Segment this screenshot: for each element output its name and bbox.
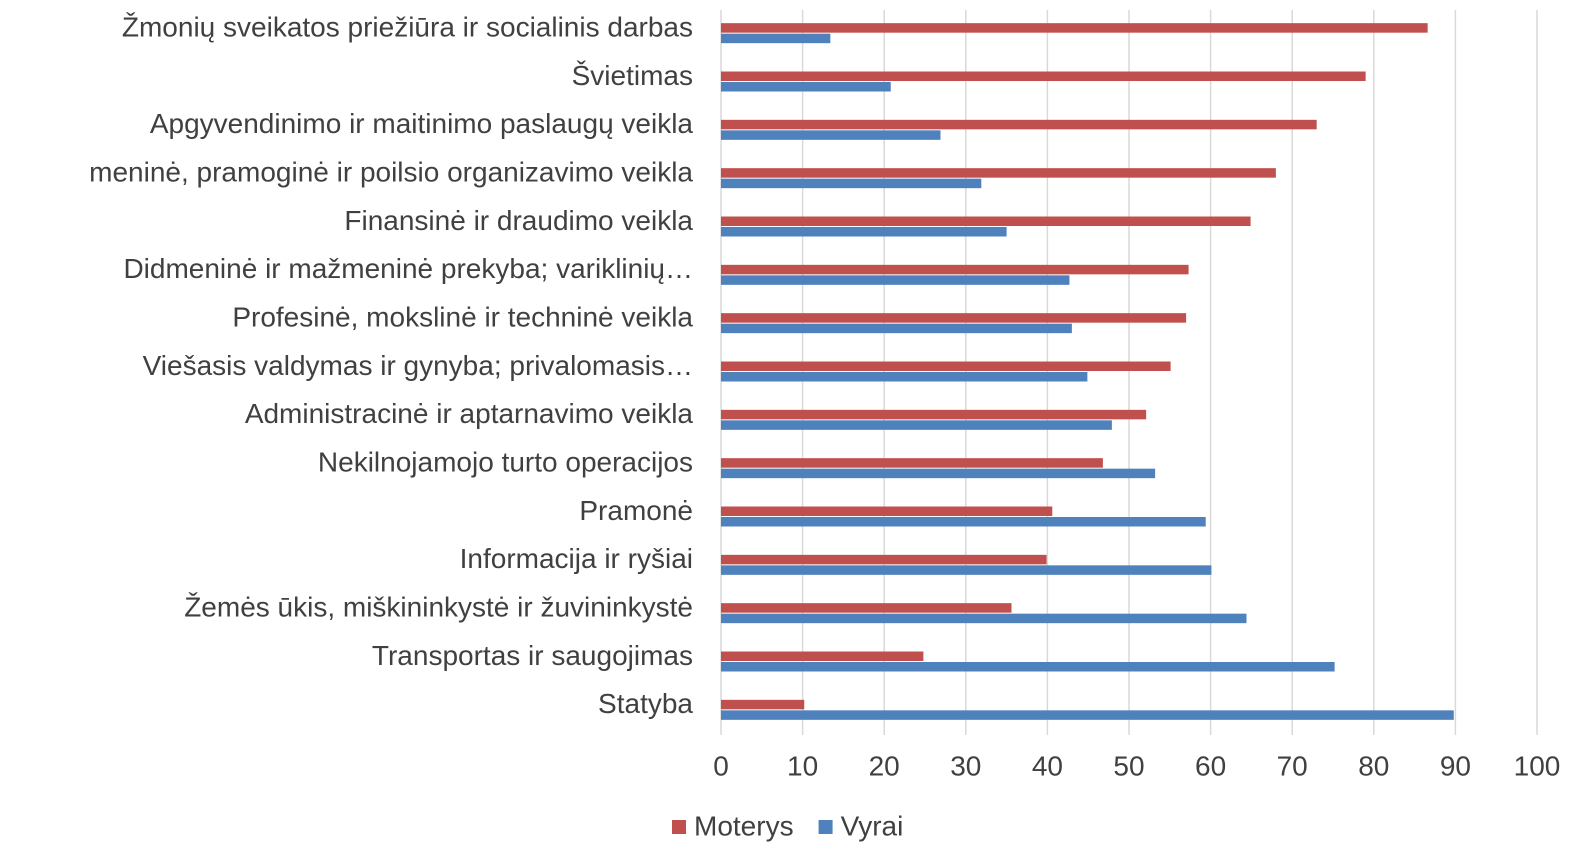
bar: [721, 264, 1189, 275]
y-tick-label: Apgyvendinimo ir maitinimo paslaugų veik…: [150, 108, 694, 139]
y-tick-label: Žmonių sveikatos priežiūra ir socialinis…: [122, 12, 693, 43]
bar: [721, 216, 1251, 226]
y-tick-label: Statyba: [598, 688, 693, 719]
y-tick-label: Profesinė, mokslinė ir techninė veikla: [232, 302, 693, 333]
x-tick-label: 100: [1514, 750, 1561, 781]
legend-label: Moterys: [694, 810, 794, 841]
bar: [721, 71, 1366, 81]
x-tick-label: 30: [950, 750, 981, 781]
bar: [721, 275, 1070, 285]
bar: [721, 23, 1428, 33]
bar: [721, 372, 1088, 382]
x-tick-label: 90: [1440, 750, 1471, 781]
y-tick-label: Nekilnojamojo turto operacijos: [318, 447, 693, 478]
bar: [721, 651, 924, 661]
bar: [721, 662, 1335, 672]
bar: [721, 710, 1454, 720]
legend-label: Vyrai: [841, 810, 904, 841]
x-tick-label: 20: [869, 750, 900, 781]
bar: [721, 506, 1053, 516]
bar: [721, 130, 941, 140]
y-tick-label: Transportas ir saugojimas: [372, 640, 693, 671]
y-tick-label: Administracinė ir aptarnavimo veikla: [245, 398, 694, 429]
bar: [721, 361, 1171, 371]
y-tick-label: Žemės ūkis, miškininkystė ir žuvininkyst…: [184, 592, 693, 623]
bar: [721, 227, 1007, 237]
bar: [721, 119, 1317, 130]
bar: [721, 603, 1012, 613]
bar: [721, 168, 1276, 178]
bar: [721, 420, 1112, 430]
bar: [721, 458, 1103, 468]
y-tick-label: Pramonė: [579, 495, 693, 526]
bar: [721, 565, 1212, 575]
bar: [721, 613, 1247, 624]
bar: [721, 517, 1206, 527]
x-tick-label: 60: [1195, 750, 1226, 781]
y-tick-label: Didmeninė ir mažmeninė prekyba; variklin…: [123, 253, 693, 284]
y-tick-label: Viešasis valdymas ir gynyba; privalomasi…: [143, 350, 693, 381]
x-tick-label: 70: [1277, 750, 1308, 781]
bar: [721, 468, 1156, 479]
bar: [721, 33, 831, 44]
bar: [721, 82, 891, 92]
bar: [721, 699, 805, 710]
bar: [721, 313, 1187, 323]
x-tick-label: 10: [787, 750, 818, 781]
x-tick-label: 80: [1358, 750, 1389, 781]
y-tick-label: meninė, pramoginė ir poilsio organizavim…: [89, 157, 693, 188]
x-tick-label: 50: [1113, 750, 1144, 781]
bar: [721, 178, 982, 189]
y-tick-label: Informacija ir ryšiai: [460, 543, 693, 574]
y-tick-label: Finansinė ir draudimo veikla: [344, 205, 693, 236]
bar: [721, 409, 1147, 420]
bar: [721, 323, 1072, 334]
x-tick-label: 0: [713, 750, 729, 781]
legend-swatch: [818, 820, 833, 834]
y-tick-label: Švietimas: [572, 60, 693, 91]
x-tick-label: 40: [1032, 750, 1063, 781]
legend-swatch: [672, 820, 686, 834]
bar: [721, 554, 1047, 565]
